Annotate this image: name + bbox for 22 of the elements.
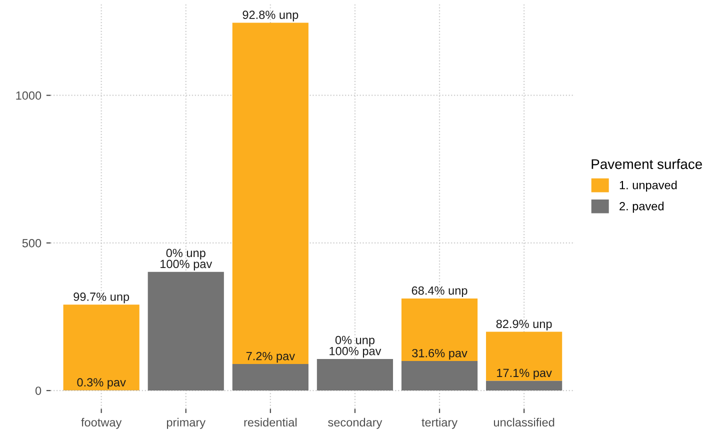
annotation: 99.7% unp	[74, 292, 130, 304]
annotation: 82.9% unp	[496, 320, 552, 330]
annotation: 7.2% pav	[246, 352, 295, 363]
y-tick-label: 500	[22, 238, 42, 248]
y-tick-label: 1000	[16, 91, 42, 100]
x-tick-label: tertiary	[422, 418, 458, 429]
annotation: 0% unp 100% pav	[160, 248, 212, 270]
x-tick-label: residential	[244, 418, 297, 427]
legend-label: 2. paved	[620, 202, 664, 213]
legend-title: Pavement surface	[592, 158, 702, 170]
annotation: 0% unp 100% pav	[330, 336, 382, 358]
x-tick-label: unclassified	[494, 418, 554, 427]
annotation: 92.8% unp	[242, 10, 298, 22]
legend-label: 1. unpaved	[620, 180, 677, 192]
x-tick-label: secondary	[328, 418, 382, 429]
x-tick-label: primary	[166, 418, 206, 429]
annotation: 68.4% unp	[412, 286, 468, 298]
annotation: 0.3% pav	[77, 378, 126, 389]
annotation: 17.1% pav	[497, 368, 552, 380]
x-tick-label: footway	[81, 418, 122, 429]
y-tick-label: 0	[35, 386, 42, 395]
annotation: 31.6% pav	[412, 348, 468, 360]
